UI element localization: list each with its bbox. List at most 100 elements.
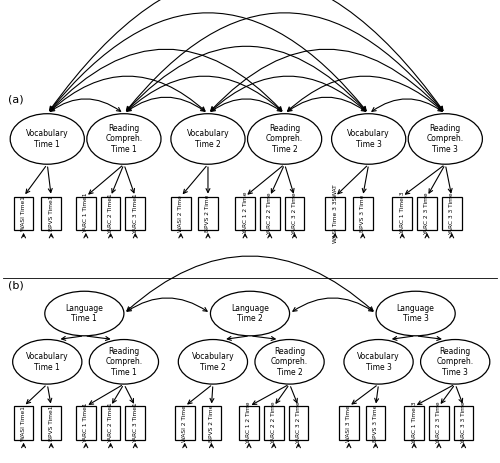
Ellipse shape xyxy=(255,339,324,384)
Bar xyxy=(100,407,120,440)
Text: YARC 3 Time1: YARC 3 Time1 xyxy=(133,193,138,233)
Ellipse shape xyxy=(248,114,322,164)
Text: YARC 1 2 Time: YARC 1 2 Time xyxy=(242,192,248,234)
Bar xyxy=(284,196,304,230)
Ellipse shape xyxy=(376,291,455,336)
Text: (a): (a) xyxy=(8,94,24,104)
Text: WASI 2 Time: WASI 2 Time xyxy=(182,405,187,442)
FancyArrowPatch shape xyxy=(126,13,443,111)
Bar xyxy=(175,407,195,440)
Text: Vocabulary
Time 3: Vocabulary Time 3 xyxy=(348,129,390,149)
FancyArrowPatch shape xyxy=(127,256,373,311)
Bar xyxy=(14,407,34,440)
Bar xyxy=(76,196,96,230)
Text: YARC 1 Time 3: YARC 1 Time 3 xyxy=(412,402,416,444)
Text: BPVS 3 Time: BPVS 3 Time xyxy=(360,194,365,232)
Bar xyxy=(100,196,120,230)
Ellipse shape xyxy=(332,114,406,164)
Text: YARC 3 3 Time: YARC 3 3 Time xyxy=(461,402,466,444)
Text: YARC 3 2 Time: YARC 3 2 Time xyxy=(296,402,301,444)
Bar xyxy=(353,196,372,230)
Bar xyxy=(42,196,61,230)
Text: Language
Time 2: Language Time 2 xyxy=(231,304,269,323)
Bar xyxy=(76,407,96,440)
Text: YARC 2 2 Time: YARC 2 2 Time xyxy=(271,402,276,444)
Text: WASI 3 Time: WASI 3 Time xyxy=(346,405,352,442)
Ellipse shape xyxy=(178,339,248,384)
Text: BPVS Time1: BPVS Time1 xyxy=(48,406,54,441)
Bar xyxy=(14,196,34,230)
Text: WASI 2 Time: WASI 2 Time xyxy=(178,195,184,232)
Text: BPVS 3 Time: BPVS 3 Time xyxy=(373,404,378,442)
Ellipse shape xyxy=(420,339,490,384)
Text: YARC 1 2 Time: YARC 1 2 Time xyxy=(246,402,252,444)
FancyArrowPatch shape xyxy=(211,99,282,111)
Text: Vocabulary
Time 3: Vocabulary Time 3 xyxy=(357,352,400,371)
FancyArrowPatch shape xyxy=(211,76,366,111)
Ellipse shape xyxy=(45,291,124,336)
Text: Vocabulary
Time 1: Vocabulary Time 1 xyxy=(26,129,68,149)
Bar xyxy=(417,196,437,230)
Text: WASI Time 3 3SWAT: WASI Time 3 3SWAT xyxy=(332,184,338,243)
Bar xyxy=(442,196,462,230)
Ellipse shape xyxy=(210,291,290,336)
FancyArrowPatch shape xyxy=(50,76,205,111)
Text: YARC 3 2 Time: YARC 3 2 Time xyxy=(292,192,297,235)
Ellipse shape xyxy=(10,114,85,164)
Ellipse shape xyxy=(408,114,482,164)
Text: BPVS Time1: BPVS Time1 xyxy=(48,195,54,231)
Bar xyxy=(42,407,61,440)
FancyArrowPatch shape xyxy=(288,97,366,111)
Bar xyxy=(325,196,345,230)
FancyArrowPatch shape xyxy=(127,298,207,311)
Ellipse shape xyxy=(12,339,82,384)
FancyArrowPatch shape xyxy=(50,99,120,111)
FancyArrowPatch shape xyxy=(126,46,366,111)
Text: BPVS 2 Time: BPVS 2 Time xyxy=(206,194,210,232)
Text: BPVS 2 Time: BPVS 2 Time xyxy=(209,404,214,442)
Bar xyxy=(429,407,449,440)
Text: Language
Time 3: Language Time 3 xyxy=(396,304,434,323)
FancyArrowPatch shape xyxy=(50,49,282,111)
Bar xyxy=(126,196,145,230)
Text: YARC 3 3 Time: YARC 3 3 Time xyxy=(449,192,454,235)
Text: YARC 2 Time1: YARC 2 Time1 xyxy=(108,403,113,444)
Text: Reading
Compreh.
Time 3: Reading Compreh. Time 3 xyxy=(436,347,474,377)
Text: YARC 1 Time1: YARC 1 Time1 xyxy=(84,403,88,444)
Ellipse shape xyxy=(90,339,158,384)
Bar xyxy=(171,196,190,230)
Bar xyxy=(454,407,473,440)
Bar xyxy=(392,196,412,230)
FancyArrowPatch shape xyxy=(127,97,204,111)
Text: YARC 2 Time1: YARC 2 Time1 xyxy=(108,193,113,233)
Bar xyxy=(198,196,218,230)
Text: Reading
Compreh.
Time 2: Reading Compreh. Time 2 xyxy=(271,347,308,377)
Text: Vocabulary
Time 1: Vocabulary Time 1 xyxy=(26,352,68,371)
Text: (b): (b) xyxy=(8,280,24,290)
Ellipse shape xyxy=(171,114,245,164)
Text: WASI Time1: WASI Time1 xyxy=(21,406,26,440)
Text: YARC 3 Time1: YARC 3 Time1 xyxy=(133,403,138,444)
FancyArrowPatch shape xyxy=(50,13,366,111)
Text: YARC 2 2 Time: YARC 2 2 Time xyxy=(268,192,272,235)
Text: YARC 1 Time1: YARC 1 Time1 xyxy=(84,193,88,233)
Text: YARC 1 Time 3: YARC 1 Time 3 xyxy=(400,192,405,234)
Text: WASI Time1: WASI Time1 xyxy=(21,196,26,231)
Bar xyxy=(239,407,259,440)
Bar xyxy=(260,196,280,230)
Text: Vocabulary
Time 2: Vocabulary Time 2 xyxy=(186,129,230,149)
Ellipse shape xyxy=(344,339,413,384)
Bar xyxy=(288,407,308,440)
Bar xyxy=(264,407,283,440)
Text: Reading
Compreh.
Time 2: Reading Compreh. Time 2 xyxy=(266,124,303,154)
Text: Reading
Compreh.
Time 1: Reading Compreh. Time 1 xyxy=(106,347,142,377)
FancyArrowPatch shape xyxy=(372,99,442,111)
Bar xyxy=(366,407,386,440)
Ellipse shape xyxy=(87,114,161,164)
Text: Vocabulary
Time 2: Vocabulary Time 2 xyxy=(192,352,234,371)
Bar xyxy=(202,407,222,440)
FancyArrowPatch shape xyxy=(288,76,442,111)
Bar xyxy=(339,407,359,440)
Bar xyxy=(404,407,424,440)
FancyArrowPatch shape xyxy=(127,76,282,111)
